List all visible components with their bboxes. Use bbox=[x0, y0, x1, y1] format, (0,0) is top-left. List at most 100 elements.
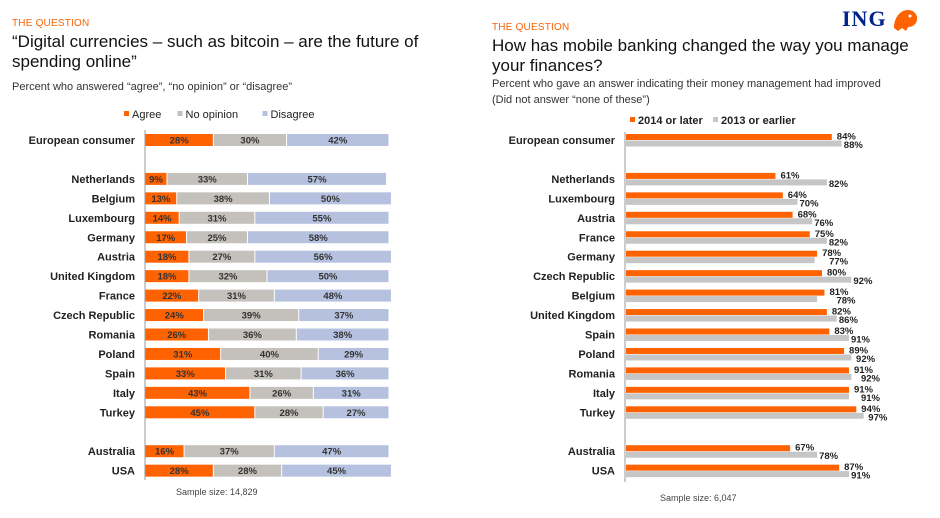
data-label: 78% bbox=[836, 296, 856, 307]
bar-segment bbox=[145, 134, 213, 146]
category-label: Luxembourg bbox=[68, 213, 135, 225]
data-label: 37% bbox=[334, 311, 354, 322]
bar-segment bbox=[267, 270, 389, 283]
bar-segment bbox=[199, 289, 274, 302]
bar-segment bbox=[145, 347, 221, 360]
data-label: 64% bbox=[788, 190, 808, 201]
bar-segment bbox=[184, 445, 274, 458]
bar-2013-or-earlier bbox=[626, 393, 849, 400]
data-label: 33% bbox=[176, 369, 196, 380]
bar-segment bbox=[208, 328, 296, 341]
bar-2013-or-earlier bbox=[626, 198, 798, 205]
data-label: 81% bbox=[829, 287, 849, 298]
category-label: Austria bbox=[97, 252, 136, 264]
data-label: 91% bbox=[861, 393, 881, 404]
data-label: 31% bbox=[227, 291, 247, 302]
ing-logo: ING bbox=[842, 6, 920, 32]
data-label: 14% bbox=[153, 213, 173, 224]
bar-segment bbox=[274, 445, 389, 458]
data-label: 92% bbox=[853, 276, 873, 287]
data-label: 26% bbox=[272, 388, 292, 399]
data-label: 31% bbox=[173, 349, 193, 360]
data-label: 92% bbox=[856, 354, 876, 365]
bar-segment bbox=[145, 445, 184, 458]
bar-segment bbox=[269, 192, 391, 205]
legend-swatch-1 bbox=[177, 111, 183, 116]
bar-2014-or-later bbox=[626, 289, 825, 296]
data-label: 31% bbox=[254, 369, 274, 380]
bar-2014-or-later bbox=[626, 270, 822, 277]
bar-segment bbox=[318, 347, 389, 360]
bar-2014-or-later bbox=[626, 464, 840, 471]
data-label: 84% bbox=[837, 132, 857, 143]
bar-segment bbox=[177, 192, 269, 205]
bar-segment bbox=[145, 386, 250, 399]
data-label: 17% bbox=[156, 233, 176, 244]
left-sample-size: Sample size: 14,829 bbox=[176, 487, 258, 497]
category-label: Luxembourg bbox=[548, 193, 615, 205]
category-label: United Kingdom bbox=[530, 310, 615, 322]
bar-2013-or-earlier bbox=[626, 296, 818, 303]
data-label: 91% bbox=[851, 335, 871, 346]
bar-segment bbox=[213, 464, 282, 477]
right-title: How has mobile banking changed the way y… bbox=[492, 36, 909, 75]
left-subtitle: Percent who answered “agree”, “no opinio… bbox=[12, 81, 293, 93]
legend-label-2: Disagree bbox=[271, 109, 315, 121]
legend-swatch-2 bbox=[262, 111, 268, 116]
right-subtitle: Percent who gave an answer indicating th… bbox=[492, 78, 881, 90]
bar-2014-or-later bbox=[626, 309, 827, 316]
data-label: 9% bbox=[149, 174, 163, 185]
data-label: 67% bbox=[795, 443, 815, 454]
bar-segment bbox=[299, 309, 389, 322]
logo-text: ING bbox=[842, 6, 887, 31]
category-label: United Kingdom bbox=[50, 271, 135, 283]
bar-segment bbox=[296, 328, 389, 341]
bar-segment bbox=[301, 367, 389, 380]
category-label: Poland bbox=[578, 349, 615, 361]
data-label: 13% bbox=[151, 194, 171, 205]
data-label: 29% bbox=[344, 349, 364, 360]
data-label: 45% bbox=[327, 466, 347, 477]
data-label: 75% bbox=[815, 229, 835, 240]
data-label: 76% bbox=[814, 218, 834, 229]
category-label: Spain bbox=[585, 330, 615, 342]
bar-segment bbox=[255, 250, 391, 263]
bar-segment bbox=[179, 211, 255, 224]
bar-segment bbox=[145, 192, 177, 205]
data-label: 47% bbox=[322, 447, 342, 458]
data-label: 50% bbox=[318, 272, 338, 283]
data-label: 38% bbox=[333, 330, 353, 341]
legend-label-1: No opinion bbox=[186, 109, 239, 121]
bar-segment bbox=[226, 367, 301, 380]
bar-2014-or-later bbox=[626, 250, 818, 257]
category-label: European consumer bbox=[509, 135, 616, 147]
bar-segment bbox=[145, 231, 186, 244]
category-label: Germany bbox=[567, 252, 616, 264]
data-label: 87% bbox=[844, 462, 864, 473]
bar-2013-or-earlier bbox=[626, 218, 813, 225]
data-label: 16% bbox=[155, 447, 175, 458]
category-label: Spain bbox=[105, 368, 135, 380]
data-label: 28% bbox=[170, 136, 190, 147]
data-label: 91% bbox=[854, 384, 874, 395]
data-label: 31% bbox=[207, 213, 227, 224]
category-label: Italy bbox=[113, 388, 136, 400]
bar-2014-or-later bbox=[626, 211, 793, 218]
bar-segment bbox=[282, 464, 391, 477]
data-label: 88% bbox=[844, 140, 864, 151]
data-label: 82% bbox=[832, 307, 852, 318]
bar-segment bbox=[189, 250, 255, 263]
bar-segment bbox=[145, 328, 208, 341]
bar-segment bbox=[167, 172, 247, 185]
data-label: 31% bbox=[342, 388, 362, 399]
bar-2014-or-later bbox=[626, 386, 849, 393]
legend-swatch-1 bbox=[713, 117, 718, 122]
bar-2014-or-later bbox=[626, 134, 832, 140]
data-label: 28% bbox=[238, 466, 258, 477]
category-label: Germany bbox=[87, 232, 136, 244]
left-chart: Agree No opinion Disagree European consumer… bbox=[29, 109, 391, 480]
bar-segment bbox=[250, 386, 313, 399]
bar-segment bbox=[274, 289, 391, 302]
category-label: Australia bbox=[88, 446, 136, 458]
data-label: 92% bbox=[861, 373, 881, 384]
